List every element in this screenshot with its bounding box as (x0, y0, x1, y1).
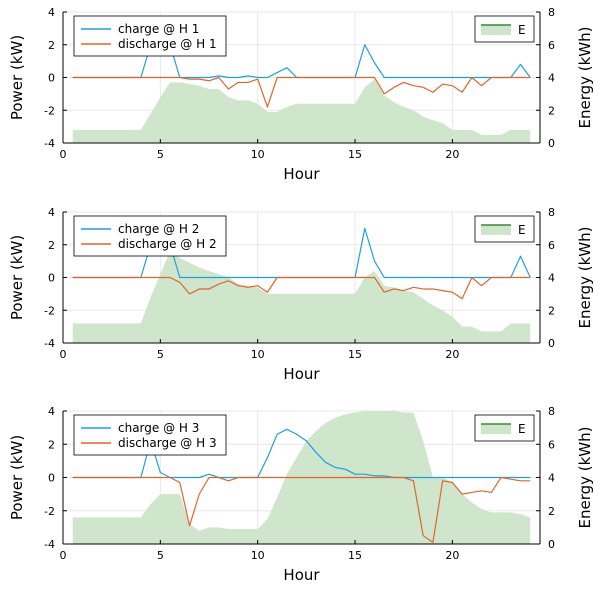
y-tick-label-right: 2 (548, 505, 555, 518)
legend-label-discharge: discharge @ H 3 (118, 436, 217, 450)
y-tick-label-right: 2 (548, 104, 555, 117)
x-tick-label: 10 (251, 549, 265, 562)
y-tick-label-left: -4 (44, 538, 55, 551)
chart-1: 0 5 10 15 20 -4 -2 0 2 4 0 2 4 6 8 Hour Power (kW) Energy… (8, 6, 594, 183)
y-axis-label-left: Power (kW) (8, 35, 26, 120)
x-tick-label: 15 (348, 348, 362, 361)
legend-label-charge: charge @ H 1 (118, 22, 199, 36)
legend-energy: E (474, 414, 535, 442)
x-tick-label: 10 (251, 348, 265, 361)
y-tick-label-left: 0 (48, 472, 55, 485)
x-tick-label: 0 (60, 549, 67, 562)
legend-label-energy: E (518, 223, 526, 237)
x-tick-label: 15 (348, 549, 362, 562)
x-tick-label: 20 (445, 148, 459, 161)
y-tick-label-right: 6 (548, 39, 555, 52)
y-tick-label-right: 4 (548, 272, 555, 285)
legend-label-charge: charge @ H 3 (118, 421, 199, 435)
y-axis-label-right: Energy (kWh) (576, 26, 594, 128)
x-tick-label: 0 (60, 148, 67, 161)
x-tick-label: 15 (348, 148, 362, 161)
y-axis-label-left: Power (kW) (8, 235, 26, 320)
legend-swatch-energy (481, 424, 511, 434)
legend-box (73, 414, 227, 456)
legend-label-energy: E (518, 422, 526, 436)
y-tick-label-left: 2 (48, 438, 55, 451)
y-axis-label-left: Power (kW) (8, 435, 26, 520)
y-tick-label-right: 4 (548, 472, 555, 485)
x-tick-label: 20 (445, 549, 459, 562)
legend-box (73, 215, 227, 257)
x-axis-label: Hour (283, 566, 320, 584)
x-tick-label: 5 (157, 148, 164, 161)
legend-label-charge: charge @ H 2 (118, 222, 199, 236)
legend-swatch-energy (481, 25, 511, 35)
x-tick-label: 0 (60, 348, 67, 361)
y-tick-label-right: 6 (548, 239, 555, 252)
discharge-line (72, 76, 531, 108)
discharge-line (72, 276, 531, 300)
x-tick-label: 5 (157, 348, 164, 361)
x-tick-label: 20 (445, 348, 459, 361)
y-axis-label-right: Energy (kWh) (576, 426, 594, 528)
y-axis-label-right: Energy (kWh) (576, 226, 594, 328)
legend-label-energy: E (518, 23, 526, 37)
y-tick-label-left: -2 (44, 505, 55, 518)
y-tick-label-left: 0 (48, 272, 55, 285)
legend-label-discharge: discharge @ H 1 (118, 37, 217, 51)
legend-energy: E (474, 15, 535, 43)
energy-area (72, 79, 531, 143)
y-tick-label-left: 2 (48, 39, 55, 52)
y-tick-label-left: 4 (48, 6, 55, 19)
legend-energy: E (474, 215, 535, 243)
y-tick-label-right: 0 (548, 137, 555, 150)
y-tick-label-right: 8 (548, 405, 555, 418)
x-axis-label: Hour (283, 365, 320, 383)
y-tick-label-right: 8 (548, 6, 555, 19)
y-tick-label-left: 2 (48, 239, 55, 252)
y-tick-label-right: 0 (548, 337, 555, 350)
chart-2: 0 5 10 15 20 -4 -2 0 2 4 0 2 4 6 8 Hour Power (kW) Energy… (8, 206, 594, 383)
y-tick-label-left: -2 (44, 304, 55, 317)
y-tick-label-left: 4 (48, 206, 55, 219)
y-tick-label-left: -4 (44, 137, 55, 150)
x-tick-label: 5 (157, 549, 164, 562)
y-tick-label-left: -4 (44, 337, 55, 350)
y-tick-label-left: -2 (44, 104, 55, 117)
legend-box (73, 15, 227, 57)
y-tick-label-right: 2 (548, 304, 555, 317)
x-axis-label: Hour (283, 165, 320, 183)
y-tick-label-right: 0 (548, 538, 555, 551)
y-tick-label-right: 8 (548, 206, 555, 219)
legend-label-discharge: discharge @ H 2 (118, 237, 217, 251)
y-tick-label-left: 4 (48, 405, 55, 418)
y-tick-label-right: 6 (548, 438, 555, 451)
legend-swatch-energy (481, 225, 511, 235)
discharge-line (72, 476, 531, 543)
energy-area (72, 251, 531, 343)
y-tick-label-left: 0 (48, 72, 55, 85)
chart-3: 0 5 10 15 20 -4 -2 0 2 4 0 2 4 6 8 Hour Power (kW) Energy… (8, 405, 594, 584)
x-tick-label: 10 (251, 148, 265, 161)
y-tick-label-right: 4 (548, 72, 555, 85)
